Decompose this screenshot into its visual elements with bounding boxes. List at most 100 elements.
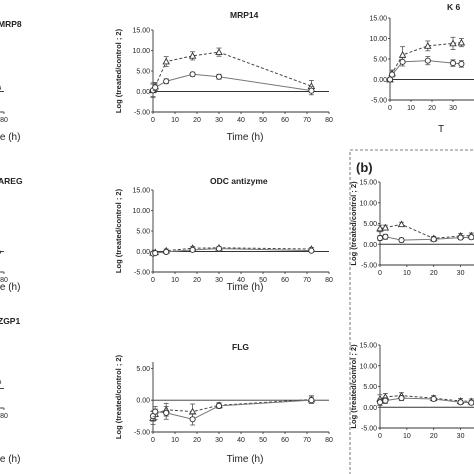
y-tick-label: 0.00 (136, 398, 150, 405)
x-tick-label: 50 (259, 117, 267, 124)
data-point-triangle (449, 39, 457, 47)
x-tick-label: 0 (151, 117, 155, 124)
x-tick-label: 60 (281, 437, 289, 444)
x-axis-label: Time (h) (227, 132, 264, 143)
y-axis-label: Log (treated/control ; 2) (349, 181, 358, 266)
panel-title: K 6 (447, 2, 461, 12)
data-point-triangle (188, 51, 197, 59)
panel-title: MRP8 (0, 19, 22, 29)
x-tick-label: 80 (0, 413, 8, 420)
x-tick-label: 0 (151, 277, 155, 284)
x-axis-label: Time (h) (0, 282, 20, 293)
data-point-circle (382, 397, 389, 404)
data-point-circle (152, 408, 159, 415)
x-tick-label: 10 (403, 433, 411, 440)
y-tick-label: -5.00 (134, 270, 150, 277)
y-tick-label: 5.00 (363, 384, 377, 391)
y-tick-label: 5.00 (136, 366, 150, 373)
series-line-solid (152, 399, 312, 420)
y-tick-label: 0.00 (136, 249, 150, 256)
y-tick-label: 5.00 (373, 57, 387, 64)
data-point-circle (457, 399, 464, 406)
y-tick-label: 15.00 (132, 188, 150, 195)
y-tick-label: 10.00 (359, 200, 377, 207)
data-point-triangle (424, 41, 432, 49)
x-axis-label: T (438, 124, 444, 135)
x-tick-label: 10 (171, 437, 179, 444)
y-axis-label: Log (treated/control ; 2) (349, 344, 358, 429)
x-tick-label: 40 (237, 437, 245, 444)
y-tick-label: 10.00 (369, 36, 387, 43)
data-point-triangle (398, 50, 407, 58)
x-tick-label: 60 (281, 277, 289, 284)
panel-title: MRP14 (230, 10, 259, 20)
data-point-circle (189, 246, 196, 253)
series-line-solid (152, 73, 312, 92)
y-tick-label: 10.00 (359, 363, 377, 370)
panel-areg: 7080AREGTime (h) (0, 176, 23, 293)
data-point-circle (430, 395, 437, 403)
x-tick-label: 20 (193, 277, 201, 284)
panel-b-frame (349, 149, 474, 474)
y-tick-label: 5.00 (363, 221, 377, 228)
data-point-circle (163, 78, 170, 85)
x-tick-label: 10 (407, 105, 415, 112)
x-tick-label: 40 (237, 277, 245, 284)
data-point-circle (424, 57, 431, 64)
y-tick-label: 5.00 (136, 69, 150, 76)
data-point-circle (376, 399, 384, 406)
data-point-circle (215, 73, 223, 80)
y-tick-label: 0.00 (136, 89, 150, 96)
panel-k-6: -5.00 0.00 5.00 10.00 15.00 0 10 20 30 K 6 T (369, 2, 474, 135)
data-point-circle (468, 234, 474, 241)
y-tick-label: -5.00 (134, 430, 150, 437)
y-tick-label: 15.00 (369, 16, 387, 23)
data-point-circle (449, 60, 457, 67)
data-point-circle (382, 233, 389, 240)
data-point-circle (308, 247, 315, 254)
panel-label-b: (b) (356, 160, 373, 175)
x-tick-label: 80 (0, 277, 8, 284)
x-tick-label: 20 (193, 117, 201, 124)
x-tick-label: 30 (215, 117, 223, 124)
y-tick-label: 0.00 (363, 405, 377, 412)
x-tick-label: 0 (378, 433, 382, 440)
x-tick-label: 50 (259, 277, 267, 284)
data-point-circle (376, 234, 384, 242)
x-tick-label: 20 (193, 437, 201, 444)
panel-title: ZGP1 (0, 316, 20, 326)
x-tick-label: 80 (325, 117, 333, 124)
x-tick-label: 10 (403, 270, 411, 277)
panel-title: ODC antizyme (210, 176, 268, 186)
data-point-triangle (397, 220, 406, 228)
y-axis-label: Log (treated/control ; 2) (114, 28, 123, 113)
data-point-circle (152, 84, 159, 91)
x-tick-label: 30 (457, 270, 465, 277)
data-point-circle (308, 397, 315, 404)
y-tick-label: 15.00 (359, 343, 377, 350)
panel-mrp14: -5.00 0.00 5.00 10.00 15.00 Log (treated/cont… (114, 10, 333, 143)
x-tick-label: 30 (215, 277, 223, 284)
x-tick-label: 70 (303, 117, 311, 124)
data-point-circle (458, 60, 465, 67)
x-tick-label: 0 (151, 437, 155, 444)
x-tick-label: 0 (388, 105, 392, 112)
data-point-circle (468, 399, 474, 406)
data-point-circle (308, 87, 315, 94)
panel-zgp1: 7080ZGP1Time (h) (0, 316, 20, 465)
x-tick-label: 70 (303, 277, 311, 284)
x-axis-label: Time (h) (227, 454, 264, 465)
data-point-circle (398, 395, 405, 402)
data-point-circle (189, 71, 196, 78)
data-point-circle (215, 402, 223, 409)
series-line-dashed (152, 51, 312, 91)
panel-mrp8: 7080MRP8Time (h) (0, 19, 22, 143)
x-tick-label: 20 (428, 105, 436, 112)
data-point-triangle (215, 48, 223, 55)
y-tick-label: -5.00 (134, 110, 150, 117)
y-tick-label: 10.00 (132, 48, 150, 55)
x-axis-label: Time (h) (227, 282, 264, 293)
